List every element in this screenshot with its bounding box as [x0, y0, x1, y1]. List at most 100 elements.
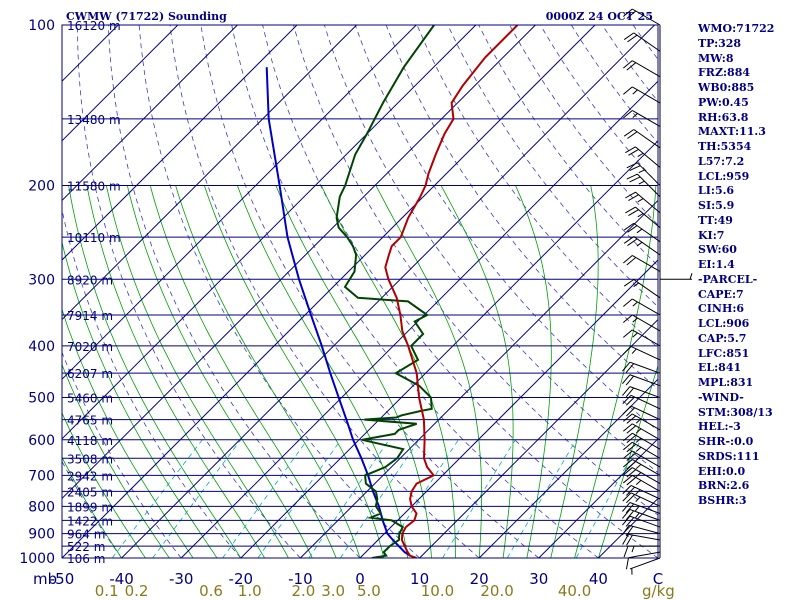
- pressure-label: 800: [28, 499, 55, 515]
- wind-barb: [621, 524, 661, 537]
- height-label: 16120 m: [67, 19, 121, 33]
- mixing-ratio-tick-label: 10.0: [421, 582, 454, 600]
- temperature-trace: [384, 25, 519, 558]
- height-label: 8920 m: [67, 273, 113, 287]
- temperature-tick-label: -50: [50, 570, 75, 588]
- sounding-index: MPL:831: [698, 376, 754, 389]
- wind-barb: [623, 236, 661, 256]
- pressure-label: 700: [28, 468, 55, 484]
- pressure-label: 600: [28, 433, 55, 449]
- wind-barb: [622, 533, 661, 546]
- mixing-ratio-tick-label: 0.6: [199, 582, 223, 600]
- height-label: 6207 m: [67, 367, 113, 381]
- wind-barb: [623, 279, 661, 299]
- sounding-index: LFC:851: [698, 346, 750, 360]
- pressure-label: 1000: [19, 551, 55, 567]
- wind-barb: [622, 374, 661, 387]
- height-label: 10110 m: [67, 231, 121, 245]
- isotherm-line: [121, 25, 655, 558]
- sounding-index: -WIND-: [698, 390, 744, 404]
- height-label: 1422 m: [67, 514, 113, 528]
- height-label: 1899 m: [67, 500, 113, 514]
- isotherm-line: [62, 25, 298, 261]
- wind-barb: [623, 474, 661, 492]
- sounding-index: SRDS:111: [698, 449, 760, 463]
- sounding-index: EI:1.4: [698, 258, 735, 271]
- sounding-index: BRN:2.6: [698, 479, 750, 493]
- mixing-ratio-tick-label: 0.1: [95, 582, 119, 600]
- temperature-tick-label: -20: [229, 570, 254, 588]
- mixing-ratio-tick-label: 20.0: [480, 582, 513, 600]
- isotherm-line: [62, 25, 417, 380]
- wind-barb: [622, 492, 661, 507]
- isotherm-line: [359, 259, 658, 558]
- wind-barb: [622, 386, 661, 399]
- observation-time: 0000Z 24 OCT 25: [546, 10, 653, 23]
- temperature-tick-label: -40: [109, 570, 134, 588]
- pressure-labels: 100 200 300 400 500 600 700 800 900 1000: [19, 18, 55, 567]
- wind-barb: [622, 405, 661, 421]
- temperature-tick-label: 30: [529, 570, 548, 588]
- sounding-index: PW:0.45: [698, 95, 749, 109]
- mixing-ratio-tick-label: 5.0: [357, 582, 381, 600]
- wind-barb: [623, 432, 661, 450]
- isotherm-line: [62, 25, 477, 440]
- mixing-ratio-tick-label: 3.0: [321, 582, 345, 600]
- wind-barb: [625, 146, 661, 168]
- wind-barb: [622, 394, 661, 410]
- height-label: 2942 m: [67, 469, 113, 483]
- isotherms: [62, 25, 658, 558]
- pressure-unit-label: mb: [33, 570, 57, 588]
- temperature-tick-label: 40: [589, 570, 608, 588]
- wind-barb: [623, 459, 661, 476]
- sounding-index: CAPE:7: [698, 287, 744, 301]
- height-label: 5460 m: [67, 392, 113, 406]
- wind-barb: [660, 273, 693, 280]
- wind-barb: [622, 508, 661, 521]
- mixing-ratio-line: [308, 439, 390, 558]
- sounding-index: WMO:71722: [698, 22, 775, 35]
- height-label: 11580 m: [67, 179, 121, 193]
- sounding-index: EHI:0.0: [698, 464, 746, 478]
- sounding-index: TT:49: [698, 213, 733, 227]
- station-title: CWMW (71722) Sounding: [66, 10, 227, 23]
- height-label: 3508 m: [67, 452, 113, 466]
- isotherm-line: [240, 140, 658, 558]
- wind-barb: [623, 298, 661, 316]
- wind-barb: [623, 467, 661, 484]
- mixing-ratio-tick-label: 40.0: [558, 582, 591, 600]
- height-label: 4765 m: [67, 414, 113, 428]
- temperature-tick-label: 20: [470, 570, 489, 588]
- sounding-index: BSHR:3: [698, 494, 747, 507]
- sounding-index: LI:5.6: [698, 184, 735, 198]
- dewpoint-trace: [335, 25, 435, 558]
- wind-barb: [629, 557, 661, 575]
- wind-barb: [623, 60, 661, 78]
- wind-barb: [623, 129, 661, 149]
- wind-barb: [625, 551, 661, 570]
- mixing-ratio-unit-label: g/kg: [642, 582, 675, 600]
- wind-barb: [623, 86, 661, 104]
- sounding-index: L57:7.2: [698, 154, 745, 168]
- sounding-index: MW:8: [698, 51, 734, 65]
- wind-barb: [623, 545, 660, 558]
- isotherm-line: [62, 25, 596, 558]
- sounding-index: STM:308/13: [698, 405, 773, 419]
- wind-barb: [623, 441, 661, 459]
- isotherm-line: [62, 25, 536, 500]
- wind-barb: [623, 423, 661, 441]
- isotherm-line: [478, 378, 658, 558]
- isotherm-line: [419, 318, 658, 558]
- height-labels: 16120 m 13480 m 11580 m 10110 m 8920 m 7914 m…: [67, 19, 121, 566]
- wind-barb: [623, 110, 661, 127]
- wind-barb: [625, 206, 661, 229]
- pressure-label: 300: [28, 272, 55, 288]
- sounding-index: CINH:6: [698, 302, 745, 316]
- isotherm-line: [180, 80, 658, 558]
- wind-barb: [623, 450, 661, 468]
- mixing-ratio-tick-labels: 0.1 0.2 0.6 1.0 2.0 3.0 5.0 10.0 20.0 40.0: [95, 582, 591, 600]
- plot-frame: [61, 24, 659, 559]
- height-label: 964 m: [67, 528, 105, 542]
- pressure-label: 100: [28, 18, 55, 34]
- wind-barb: [626, 173, 661, 198]
